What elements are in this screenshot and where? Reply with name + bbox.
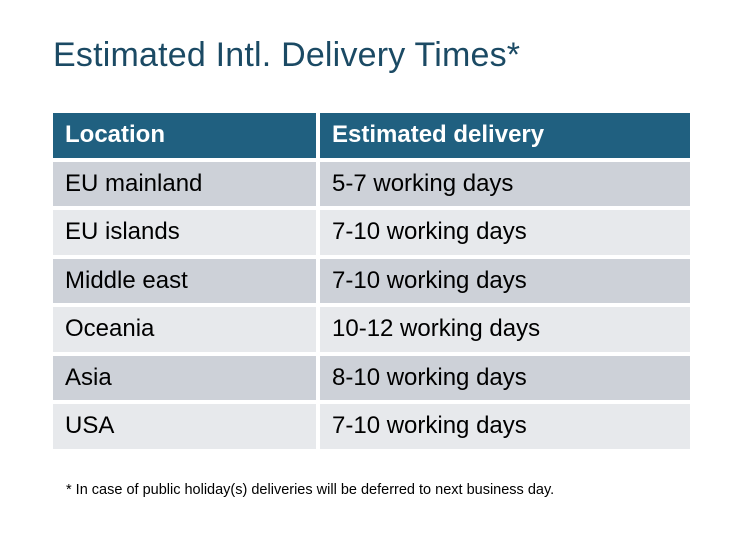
table-row: Oceania 10-12 working days	[53, 307, 690, 352]
page-title: Estimated Intl. Delivery Times*	[53, 36, 521, 74]
delivery-table: Location Estimated delivery EU mainland …	[53, 113, 690, 453]
table-row: EU mainland 5-7 working days	[53, 161, 690, 206]
footnote: * In case of public holiday(s) deliverie…	[66, 482, 555, 498]
location-cell: Asia	[53, 355, 316, 400]
delivery-cell: 7-10 working days	[320, 258, 690, 303]
location-cell: Middle east	[53, 258, 316, 303]
location-cell: USA	[53, 404, 316, 449]
table-row: Middle east 7-10 working days	[53, 258, 690, 303]
delivery-cell: 10-12 working days	[320, 307, 690, 352]
delivery-cell: 8-10 working days	[320, 355, 690, 400]
delivery-cell: 7-10 working days	[320, 404, 690, 449]
location-cell: Oceania	[53, 307, 316, 352]
table-row: Asia 8-10 working days	[53, 355, 690, 400]
table-header-row: Location Estimated delivery	[53, 113, 690, 158]
delivery-cell: 7-10 working days	[320, 210, 690, 255]
location-cell: EU islands	[53, 210, 316, 255]
table-row: EU islands 7-10 working days	[53, 210, 690, 255]
delivery-cell: 5-7 working days	[320, 161, 690, 206]
table-row: USA 7-10 working days	[53, 404, 690, 449]
header-estimated-delivery: Estimated delivery	[320, 113, 690, 158]
location-cell: EU mainland	[53, 161, 316, 206]
header-location: Location	[53, 113, 316, 158]
